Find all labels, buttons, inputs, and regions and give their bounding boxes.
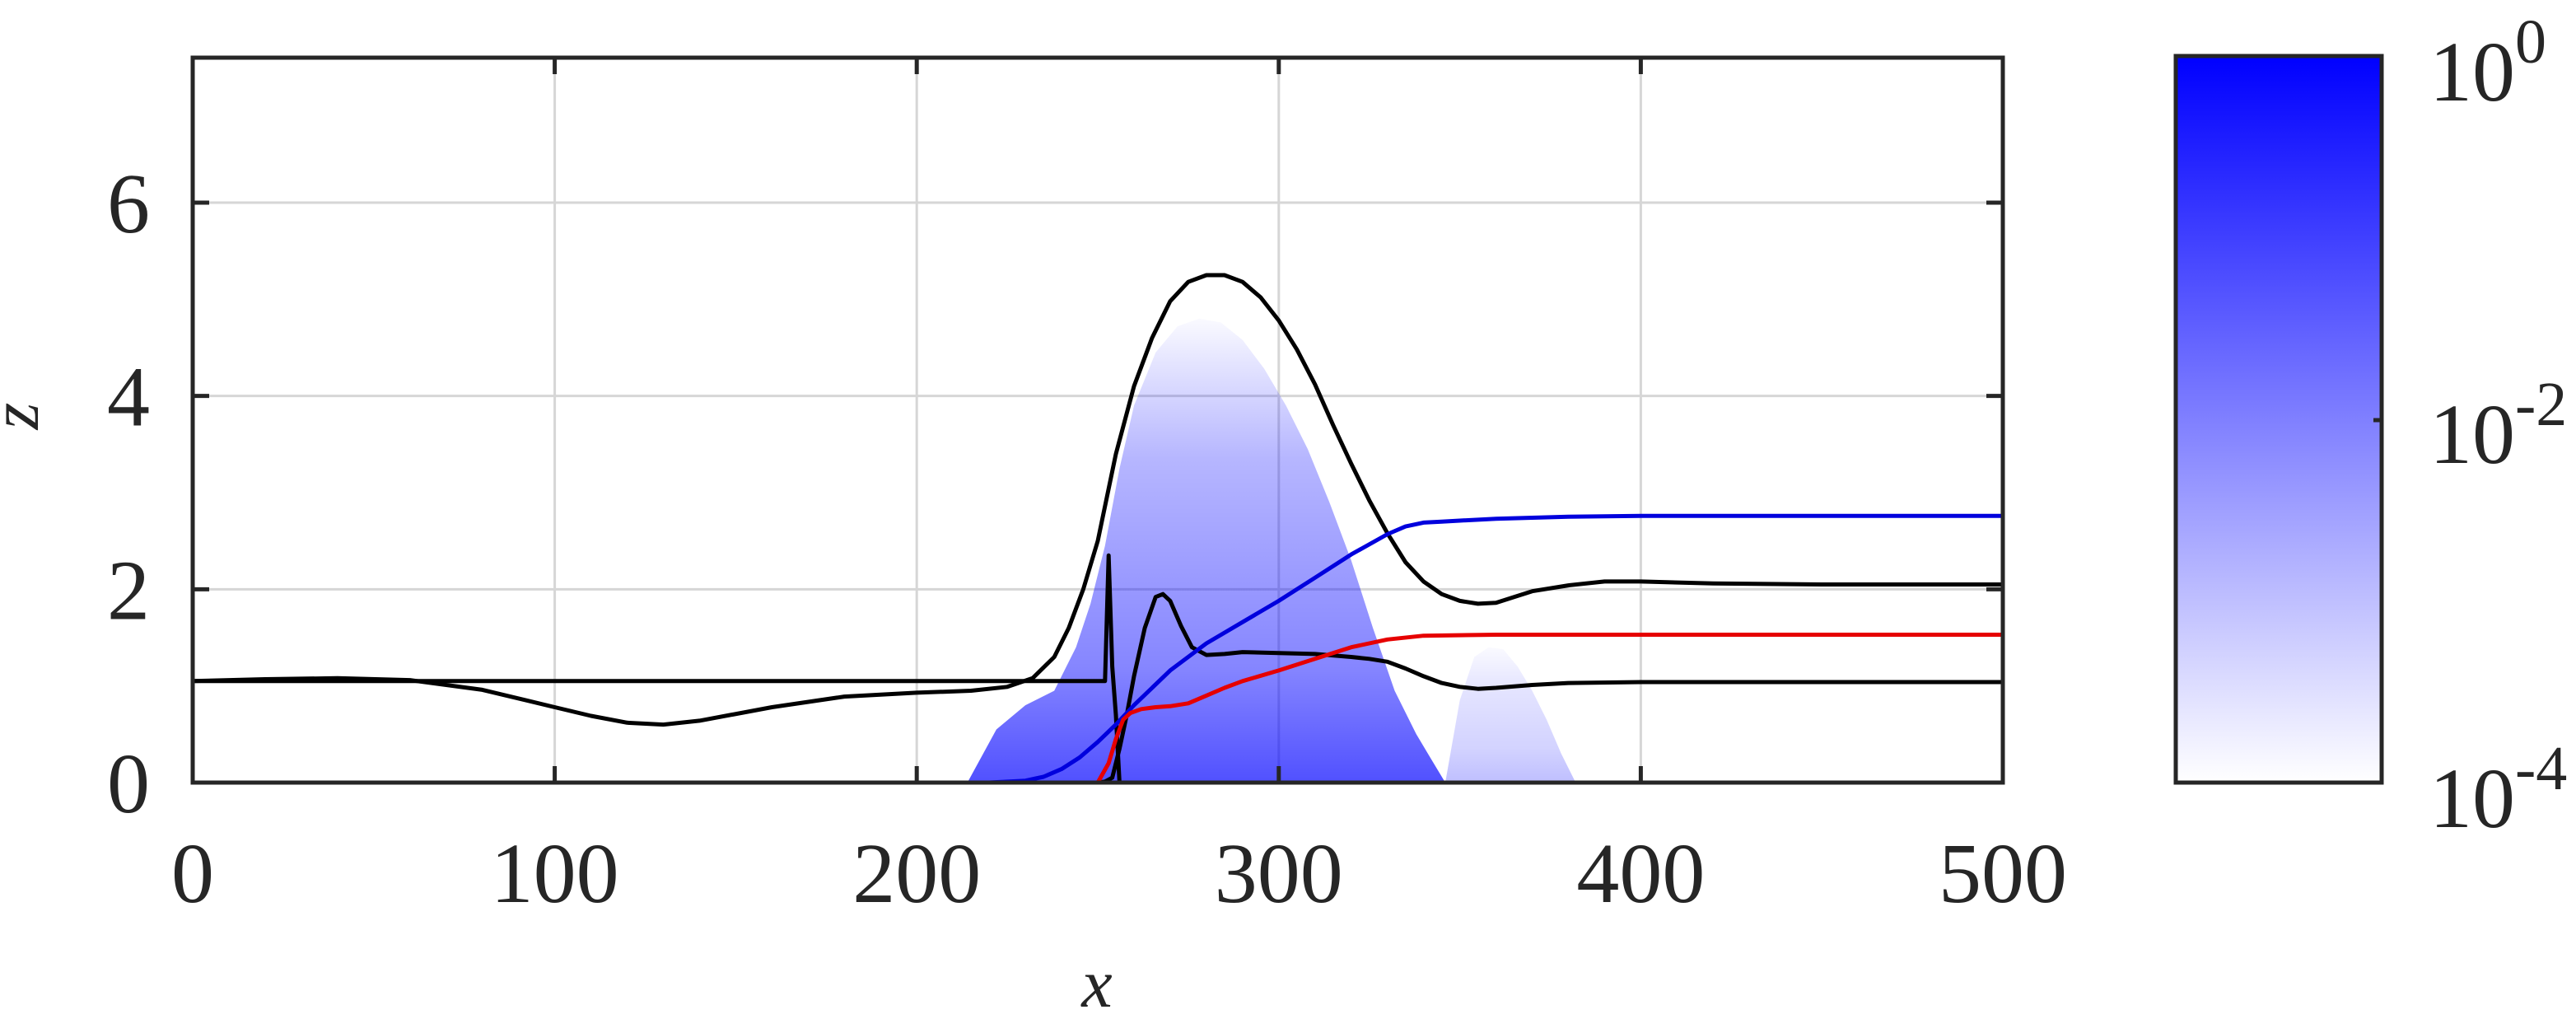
colorbar-tick-label: 10-4	[2429, 734, 2567, 846]
field-region	[967, 318, 1446, 783]
y-tick-label: 4	[107, 350, 150, 445]
y-tick-label: 0	[107, 736, 150, 831]
y-tick-label: 2	[107, 543, 150, 638]
colorbar-tick-label: 10-2	[2429, 370, 2567, 482]
y-axis-label: z	[0, 403, 54, 431]
x-tick-label: 300	[1215, 826, 1343, 921]
tick-labels: 0 100 200 300 400 500 0 2 4 6	[107, 157, 2067, 921]
colorbar-gradient	[2173, 54, 2384, 785]
series-vertical_black	[193, 553, 1129, 783]
plot-frame	[190, 55, 2005, 785]
series-lines	[193, 273, 2003, 783]
x-tick-label: 100	[491, 826, 619, 921]
x-tick-label: 500	[1939, 826, 2067, 921]
field-region	[1445, 647, 1576, 783]
series-upper_black	[193, 273, 2003, 727]
colorbar-tick-label: 100	[2429, 7, 2546, 119]
y-tick-label: 6	[107, 157, 150, 251]
x-tick-label: 0	[171, 826, 214, 921]
x-tick-label: 400	[1576, 826, 1705, 921]
x-axis-label: x	[1080, 946, 1112, 1015]
series-blue	[193, 513, 2003, 783]
intensity-field	[967, 318, 1576, 783]
axis-ticks	[190, 58, 2005, 785]
series-red	[193, 633, 2003, 783]
x-tick-label: 200	[852, 826, 981, 921]
colorbar-labels: 100 10-2 10-4	[2429, 7, 2567, 846]
colorbar: 100 10-2 10-4	[2173, 7, 2567, 846]
